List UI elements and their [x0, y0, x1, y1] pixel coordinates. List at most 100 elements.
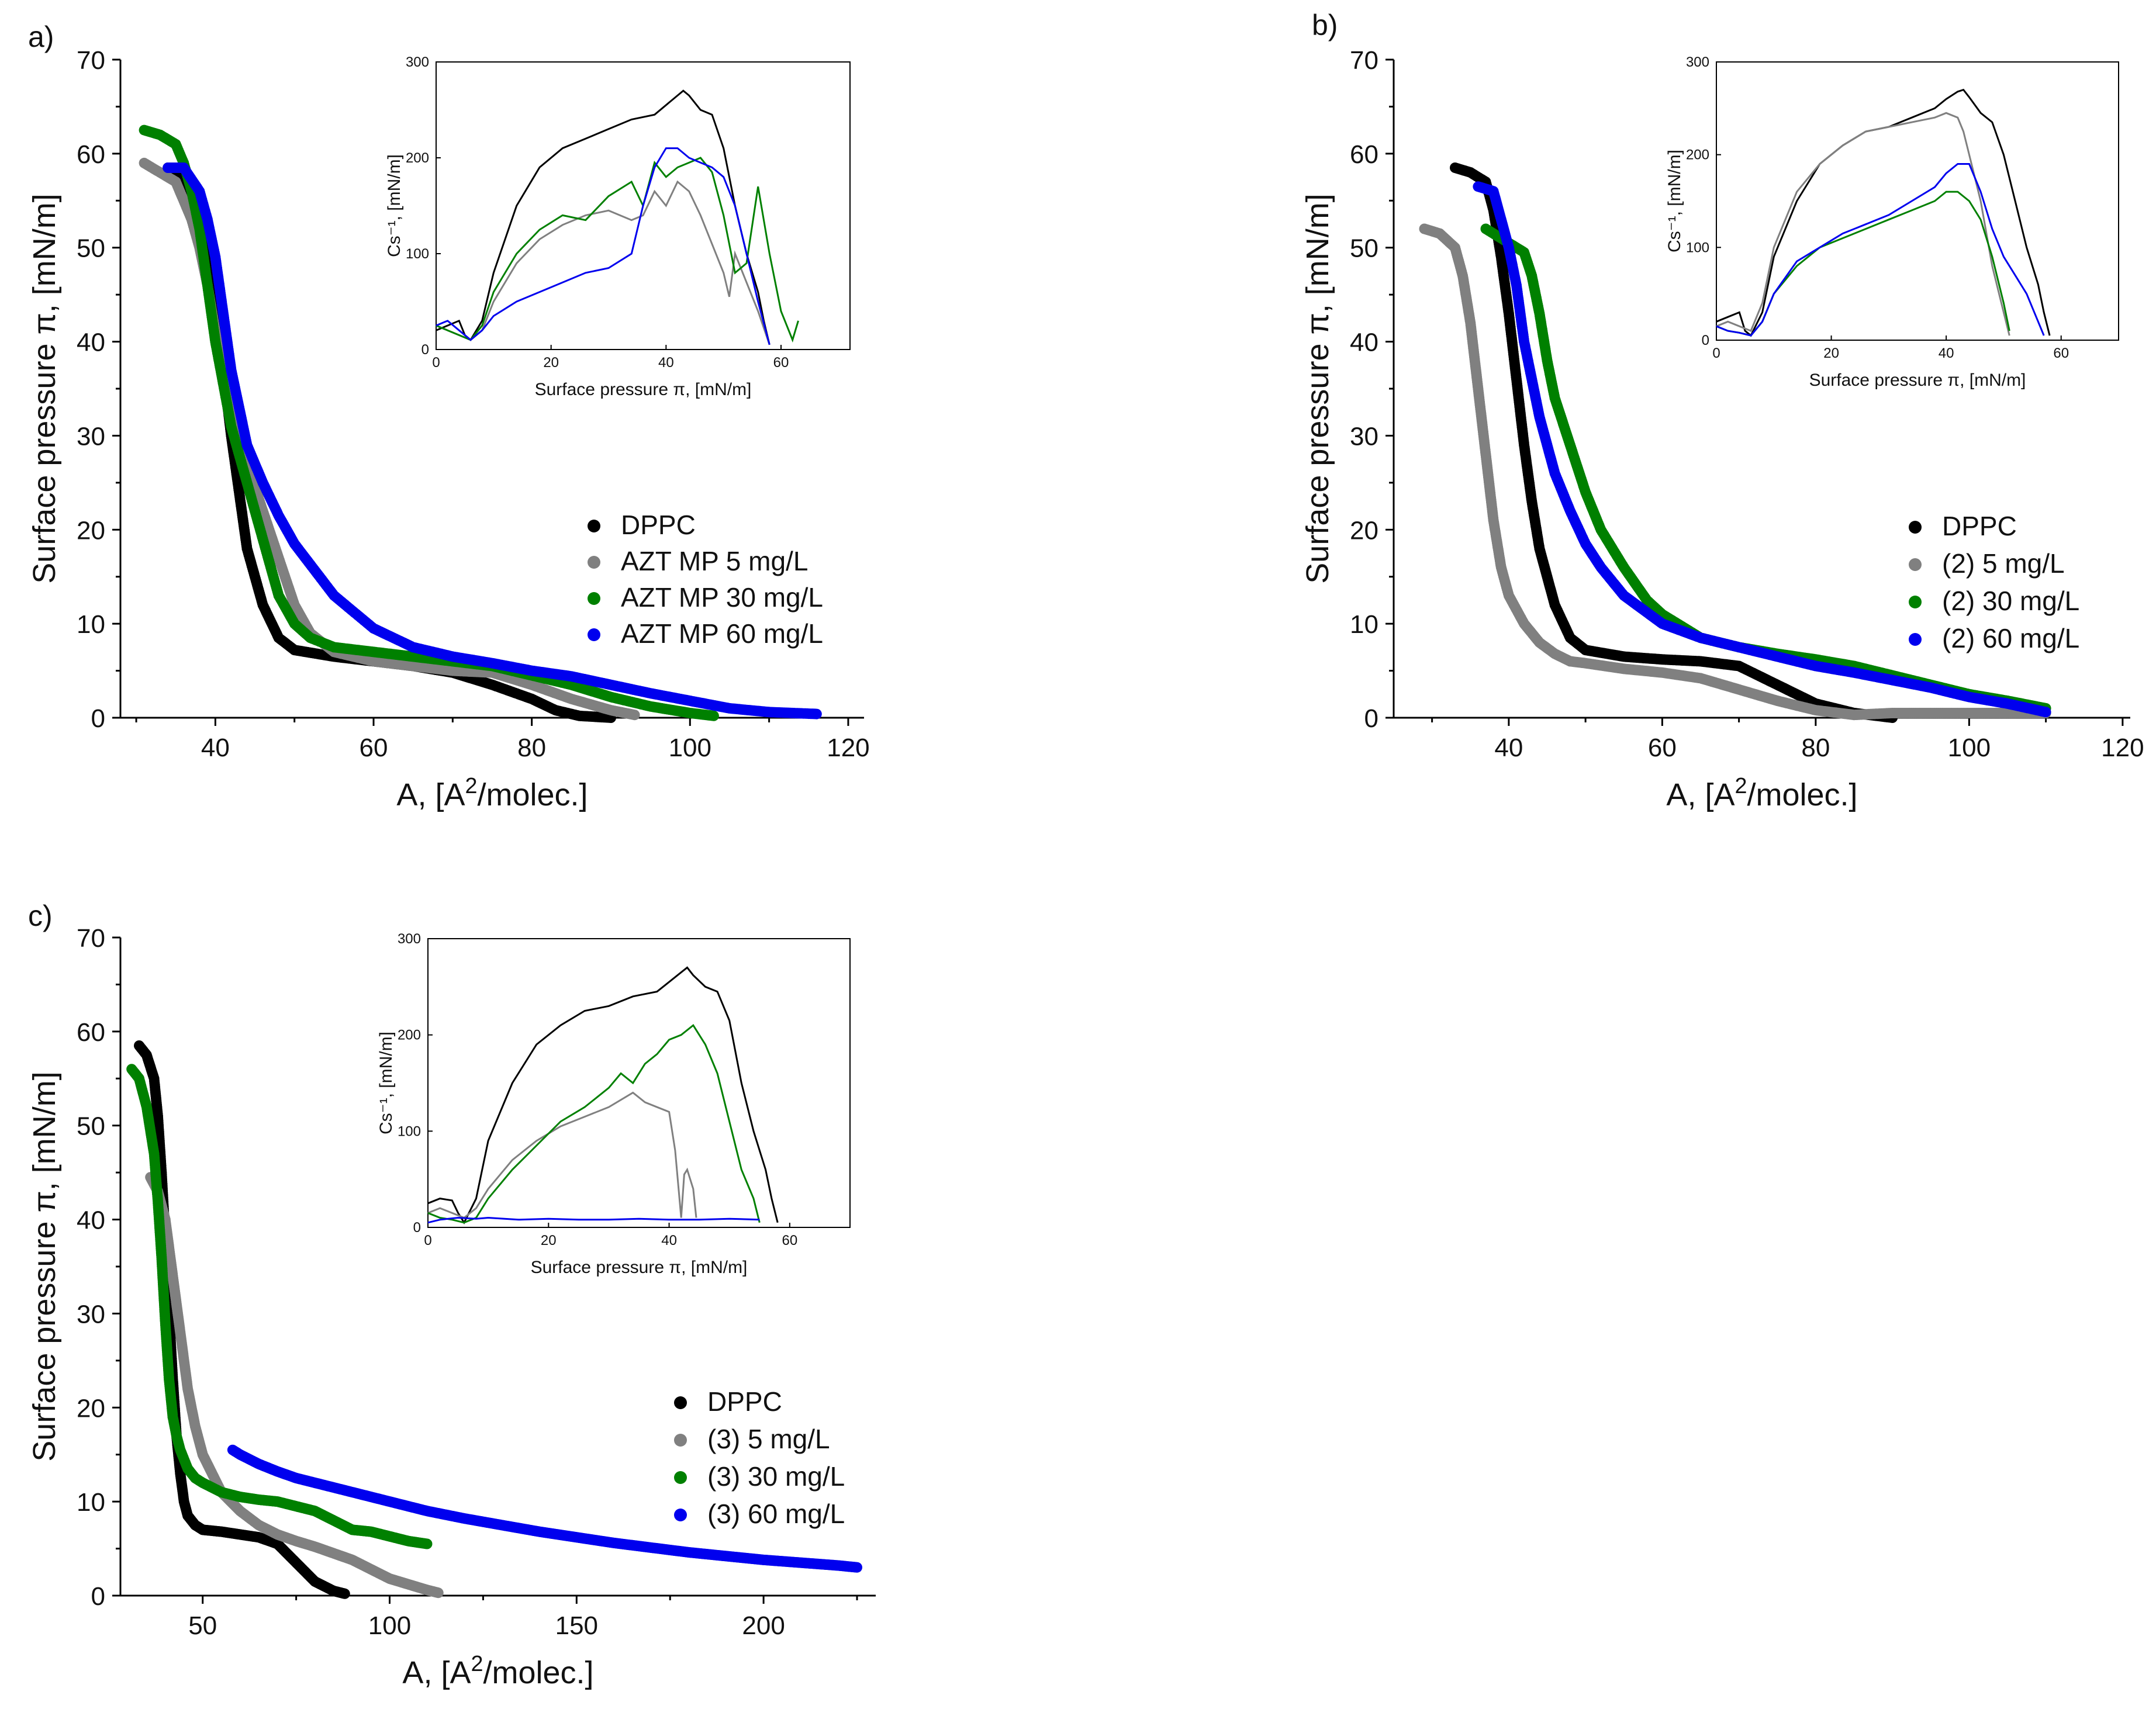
- x-tick-label: 150: [555, 1611, 598, 1640]
- data-point: [339, 1588, 350, 1599]
- x-axis-title: A, [A2/molec.]: [402, 1652, 593, 1690]
- inset-x-tick-label: 0: [1712, 345, 1720, 361]
- y-tick-label: 40: [77, 1206, 105, 1235]
- inset-x-tick-label: 40: [658, 355, 674, 371]
- x-tick-label: 120: [827, 734, 869, 762]
- y-tick-label: 40: [77, 328, 105, 357]
- inset-x-tick-label: 20: [543, 355, 559, 371]
- y-tick-label: 0: [91, 1582, 105, 1611]
- y-tick-label: 50: [77, 234, 105, 263]
- y-axis-title: Surface pressure π, [mN/m]: [1300, 193, 1335, 583]
- x-tick-label: 60: [360, 734, 388, 762]
- inset-x-tick-label: 0: [432, 355, 440, 371]
- y-tick-label: 20: [1350, 516, 1378, 545]
- y-tick-label: 60: [77, 140, 105, 169]
- legend-marker: [588, 592, 600, 605]
- legend-marker: [1909, 633, 1922, 646]
- y-tick-label: 0: [1364, 704, 1378, 733]
- inset-frame: [436, 61, 851, 350]
- panel-label: c): [28, 900, 53, 932]
- inset-frame: [1716, 61, 2119, 341]
- data-point: [811, 708, 822, 719]
- inset-x-tick-label: 60: [773, 355, 789, 371]
- legend-label: (2) 30 mg/L: [1942, 586, 2079, 616]
- legend-marker: [588, 556, 600, 569]
- data-point: [421, 1538, 433, 1549]
- x-axis-title: A, [A2/molec.]: [1666, 774, 1857, 812]
- x-tick-label: 100: [1948, 734, 1991, 762]
- x-tick-label: 60: [1648, 734, 1677, 762]
- legend-marker: [588, 628, 600, 641]
- legend-label: DPPC: [621, 510, 696, 540]
- inset-series-1: [436, 89, 771, 345]
- x-tick-label: 120: [2101, 734, 2144, 762]
- panel-label: a): [28, 20, 54, 53]
- y-tick-label: 60: [77, 1018, 105, 1047]
- y-tick-label: 30: [77, 422, 105, 451]
- inset-y-axis-title: Cs⁻¹, [mN/m]: [1665, 150, 1684, 252]
- legend-label: DPPC: [1942, 511, 2017, 541]
- inset-y-tick-label: 0: [421, 342, 429, 358]
- y-tick-label: 10: [1350, 610, 1378, 639]
- y-tick-label: 20: [77, 516, 105, 545]
- inset-y-tick-label: 100: [1686, 240, 1709, 255]
- y-tick-label: 70: [77, 924, 105, 953]
- data-point: [2040, 707, 2051, 718]
- series-3: [139, 124, 719, 721]
- legend-marker: [1909, 521, 1922, 534]
- inset-series-2: [436, 180, 771, 345]
- data-point: [708, 710, 719, 721]
- data-point: [629, 710, 640, 721]
- inset-y-tick-label: 200: [406, 150, 429, 166]
- legend-marker: [588, 520, 600, 532]
- inset-x-axis-title: Surface pressure π, [mN/m]: [1809, 371, 2026, 390]
- inset-y-tick-label: 300: [406, 54, 429, 70]
- inset-series-4: [1716, 163, 2045, 337]
- y-tick-label: 50: [77, 1112, 105, 1141]
- y-tick-label: 40: [1350, 328, 1378, 357]
- legend-label: (2) 60 mg/L: [1942, 623, 2079, 653]
- inset-y-tick-label: 300: [1686, 54, 1709, 70]
- y-tick-label: 20: [77, 1394, 105, 1423]
- x-tick-label: 100: [669, 734, 711, 762]
- x-tick-label: 40: [1494, 734, 1523, 762]
- x-tick-label: 80: [517, 734, 546, 762]
- y-tick-label: 0: [91, 704, 105, 733]
- inset-series-3: [1716, 191, 2010, 337]
- y-tick-label: 50: [1350, 234, 1378, 263]
- inset-x-axis-title: Surface pressure π, [mN/m]: [535, 380, 752, 399]
- y-axis-title: Surface pressure π, [mN/m]: [27, 193, 62, 583]
- inset-x-tick-label: 40: [1939, 345, 1954, 361]
- legend-label: AZT MP 60 mg/L: [621, 618, 823, 649]
- x-tick-label: 200: [742, 1611, 785, 1640]
- series-4: [163, 162, 822, 719]
- inset-series-3: [436, 157, 799, 343]
- inset-x-tick-label: 20: [1823, 345, 1839, 361]
- y-tick-label: 10: [77, 1488, 105, 1517]
- data-point: [433, 1587, 444, 1599]
- y-tick-label: 30: [77, 1300, 105, 1329]
- inset-x-tick-label: 60: [2053, 345, 2069, 361]
- inset-b: 0 100 200 300 0 20 40 60 Surface pressure π, [mN…: [1665, 54, 2119, 390]
- legend-label: (2) 5 mg/L: [1942, 548, 2065, 579]
- inset-y-tick-label: 100: [406, 246, 429, 262]
- x-tick-label: 50: [188, 1611, 217, 1640]
- inset-y-tick-label: 0: [1702, 333, 1709, 348]
- y-axis-title: Surface pressure π, [mN/m]: [27, 1071, 62, 1461]
- legend-marker: [1909, 596, 1922, 608]
- inset-a: 0 100 200 300 0 20 40 60 Surface pressure π, [mN…: [385, 54, 851, 399]
- x-tick-label: 40: [201, 734, 230, 762]
- y-tick-label: 60: [1350, 140, 1378, 169]
- legend-label: AZT MP 5 mg/L: [621, 546, 808, 576]
- panel-label: b): [1312, 9, 1338, 41]
- inset-y-tick-label: 200: [1686, 147, 1709, 163]
- y-tick-label: 30: [1350, 422, 1378, 451]
- x-axis-title: A, [A2/molec.]: [396, 774, 588, 812]
- legend-label: AZT MP 30 mg/L: [621, 582, 823, 613]
- y-tick-label: 70: [77, 46, 105, 75]
- legend-marker: [1909, 558, 1922, 571]
